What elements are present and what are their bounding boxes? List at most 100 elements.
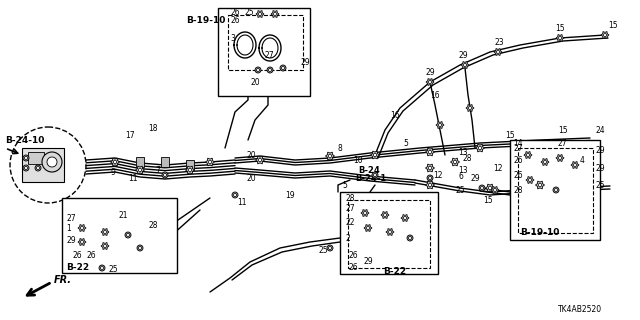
Text: 19: 19 (285, 190, 294, 199)
Text: 1: 1 (66, 223, 71, 233)
Polygon shape (101, 243, 109, 250)
Polygon shape (466, 105, 474, 111)
Text: B-24-10: B-24-10 (5, 135, 44, 145)
Text: 20: 20 (246, 173, 255, 182)
Bar (518, 148, 593, 233)
Polygon shape (426, 148, 435, 156)
Polygon shape (371, 151, 380, 159)
Circle shape (127, 234, 129, 236)
Text: 11: 11 (237, 197, 246, 206)
Polygon shape (386, 228, 394, 236)
Circle shape (453, 160, 457, 164)
Text: 5: 5 (403, 139, 408, 148)
Circle shape (428, 166, 432, 170)
Circle shape (104, 244, 106, 248)
Bar (218, 8, 310, 96)
Polygon shape (461, 61, 469, 68)
Circle shape (138, 168, 141, 172)
Text: 21: 21 (118, 211, 127, 220)
Bar (348, 200, 430, 268)
Circle shape (497, 51, 500, 53)
Circle shape (47, 157, 57, 167)
Polygon shape (256, 11, 264, 18)
Text: 15: 15 (505, 131, 515, 140)
Text: 29: 29 (66, 236, 76, 244)
Circle shape (232, 192, 238, 198)
Circle shape (478, 146, 482, 150)
Text: 15: 15 (558, 125, 568, 134)
Circle shape (468, 107, 472, 109)
Text: 27: 27 (513, 143, 523, 153)
Text: 12: 12 (493, 164, 502, 172)
Text: 25: 25 (455, 186, 465, 195)
Circle shape (481, 187, 483, 189)
Text: 16: 16 (390, 110, 399, 119)
Text: 15: 15 (483, 196, 493, 204)
Circle shape (269, 68, 271, 71)
Bar (161, 157, 169, 167)
Bar (186, 160, 194, 170)
Circle shape (24, 166, 28, 170)
Circle shape (81, 241, 84, 244)
Circle shape (427, 175, 433, 181)
Text: 3: 3 (230, 34, 235, 43)
Polygon shape (78, 238, 86, 245)
Text: B-22: B-22 (66, 263, 89, 273)
Circle shape (163, 173, 166, 177)
Text: 8: 8 (337, 143, 342, 153)
Polygon shape (205, 158, 214, 166)
Text: 25: 25 (244, 7, 253, 17)
Circle shape (255, 67, 261, 73)
Circle shape (493, 188, 497, 191)
Polygon shape (255, 156, 264, 164)
Text: 26: 26 (348, 251, 358, 260)
Circle shape (372, 172, 378, 178)
Text: 27: 27 (66, 213, 76, 222)
Circle shape (373, 153, 377, 157)
Circle shape (488, 186, 492, 190)
Circle shape (267, 67, 273, 73)
Polygon shape (401, 214, 409, 221)
Polygon shape (556, 155, 564, 162)
Circle shape (554, 188, 557, 191)
Circle shape (36, 166, 40, 170)
Text: 15: 15 (608, 20, 618, 29)
Text: 16: 16 (430, 91, 440, 100)
Circle shape (429, 177, 431, 180)
Text: 26: 26 (72, 251, 82, 260)
Circle shape (113, 160, 116, 164)
Circle shape (538, 183, 541, 187)
Polygon shape (271, 11, 279, 18)
Text: 26: 26 (86, 251, 95, 260)
Circle shape (527, 154, 529, 156)
Text: 11: 11 (128, 173, 138, 182)
Circle shape (100, 267, 104, 269)
Bar (62, 198, 177, 273)
Bar (340, 192, 438, 274)
Bar (22, 148, 64, 182)
Bar (136, 157, 144, 167)
Polygon shape (426, 164, 435, 172)
Text: B-22: B-22 (383, 268, 406, 276)
Text: B-24: B-24 (358, 165, 380, 174)
Polygon shape (101, 228, 109, 236)
Bar (28, 152, 44, 164)
Text: 29: 29 (596, 146, 605, 155)
Text: 27: 27 (345, 204, 355, 212)
Circle shape (23, 155, 29, 161)
Bar (510, 140, 600, 240)
Circle shape (328, 154, 332, 158)
Polygon shape (524, 152, 532, 158)
Circle shape (407, 235, 413, 241)
Text: 20: 20 (250, 77, 260, 86)
Circle shape (257, 68, 259, 71)
Circle shape (428, 183, 432, 187)
Text: 29: 29 (596, 164, 605, 172)
Polygon shape (556, 35, 564, 42)
Circle shape (388, 230, 392, 234)
Text: 28: 28 (148, 220, 157, 229)
Text: 25: 25 (108, 266, 118, 275)
Circle shape (24, 156, 28, 159)
Polygon shape (491, 187, 499, 194)
Text: 7: 7 (155, 165, 160, 174)
